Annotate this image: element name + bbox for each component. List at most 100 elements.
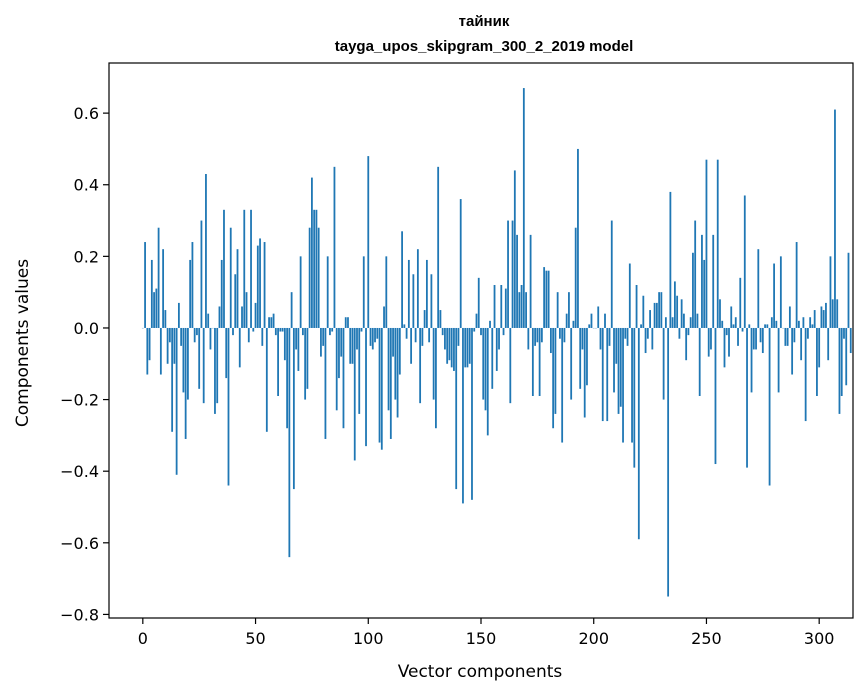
bar-209: [613, 327, 615, 393]
bar-33: [216, 327, 219, 404]
bar-5: [153, 292, 155, 328]
bar-202: [597, 306, 600, 328]
bar-42: [236, 249, 239, 328]
bar-88: [340, 327, 343, 357]
bar-126: [425, 259, 428, 328]
bar-261: [730, 306, 733, 328]
bar-58: [272, 313, 275, 328]
x-tick-label-3: 150: [466, 629, 497, 648]
bar-196: [583, 327, 586, 418]
bar-46: [245, 292, 248, 328]
bar-122: [416, 249, 419, 328]
bar-34: [218, 306, 221, 328]
bar-259: [725, 327, 728, 336]
bar-264: [737, 327, 739, 346]
bar-141: [459, 199, 462, 328]
bar-48: [250, 209, 252, 328]
bar-172: [529, 234, 532, 328]
bar-1: [144, 242, 146, 328]
bar-142: [462, 327, 464, 504]
bar-242: [687, 327, 690, 336]
bar-152: [484, 327, 487, 411]
y-tick-label-6: 0.4: [74, 176, 99, 195]
bar-303: [825, 302, 827, 328]
bar-212: [619, 327, 622, 407]
chart-title: тайник: [459, 13, 510, 30]
bar-280: [773, 263, 775, 328]
bar-22: [191, 242, 194, 328]
bar-40: [232, 327, 234, 336]
bar-283: [779, 256, 782, 328]
x-axis-label: Vector components: [398, 662, 563, 682]
bar-123: [419, 327, 422, 404]
bar-147: [473, 327, 476, 332]
bar-98: [362, 256, 365, 328]
x-axis: 0 50 100 150 200 250 300: [138, 618, 834, 648]
bar-67: [292, 327, 295, 490]
bar-63: [283, 327, 286, 361]
bar-217: [631, 327, 633, 443]
bar-269: [748, 324, 751, 328]
bar-252: [710, 327, 712, 350]
bar-258: [723, 327, 726, 368]
bar-177: [540, 327, 543, 343]
bar-149: [477, 277, 480, 328]
bar-2: [146, 327, 149, 375]
bar-305: [829, 256, 832, 328]
bar-253: [712, 234, 715, 328]
bar-238: [678, 327, 681, 339]
plot-frame: [108, 62, 854, 619]
bar-314: [849, 327, 852, 354]
bar-186: [561, 327, 564, 443]
bar-110: [389, 327, 392, 439]
bar-291: [797, 320, 800, 328]
bar-112: [394, 327, 397, 400]
bar-231: [662, 327, 665, 400]
bar-213: [622, 327, 624, 443]
y-axis: −0.8 −0.6 −0.4 −0.2 0.0 0.2 0.4 0.6: [60, 104, 109, 624]
bar-62: [281, 327, 284, 332]
bar-235: [671, 317, 674, 328]
bar-118: [407, 259, 410, 328]
bar-307: [834, 109, 836, 328]
bar-156: [493, 285, 496, 328]
bar-274: [759, 327, 762, 343]
bar-181: [549, 327, 552, 354]
bar-174: [534, 327, 537, 346]
bar-84: [331, 327, 334, 332]
bar-313: [847, 252, 850, 328]
bar-189: [568, 292, 570, 328]
bar-268: [746, 327, 748, 468]
bar-19: [184, 327, 187, 439]
bar-192: [574, 227, 577, 328]
bar-49: [252, 327, 255, 332]
bar-182: [552, 327, 555, 429]
bar-81: [324, 327, 327, 439]
bar-185: [559, 327, 561, 339]
bar-226: [651, 327, 654, 350]
bar-108: [385, 256, 388, 328]
bar-225: [649, 310, 651, 328]
bar-255: [716, 159, 719, 328]
bar-128: [430, 274, 433, 328]
bar-266: [741, 327, 744, 332]
bar-228: [655, 302, 658, 328]
bar-246: [696, 313, 699, 328]
bar-163: [509, 327, 512, 404]
bar-262: [732, 324, 735, 328]
bar-288: [791, 327, 794, 375]
bar-236: [673, 281, 676, 328]
bar-111: [392, 327, 394, 357]
bar-312: [845, 327, 848, 386]
bar-47: [247, 327, 250, 343]
bar-107: [383, 306, 385, 328]
bar-143: [464, 327, 467, 368]
bar-45: [243, 209, 246, 328]
bar-154: [489, 320, 491, 328]
bar-248: [701, 234, 703, 328]
bar-115: [401, 231, 403, 328]
bar-241: [685, 327, 688, 361]
bar-292: [800, 327, 803, 361]
bar-233: [667, 327, 670, 597]
bar-239: [680, 299, 683, 328]
